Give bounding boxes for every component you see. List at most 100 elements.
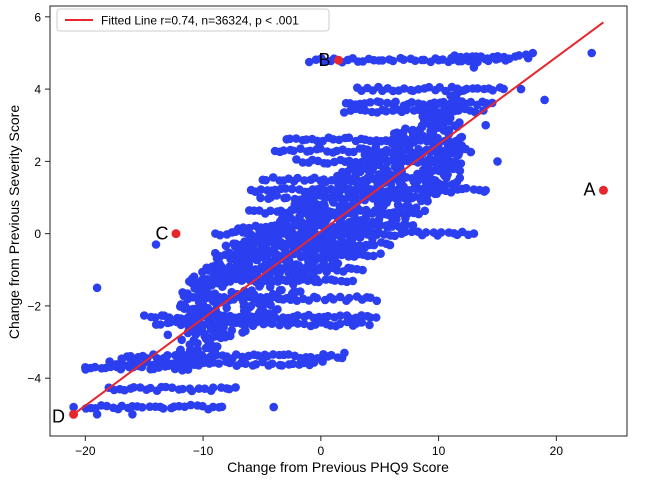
data-point — [378, 56, 387, 65]
data-point — [346, 162, 356, 171]
data-point — [92, 283, 102, 293]
data-point — [319, 199, 328, 209]
data-point — [344, 133, 354, 142]
data-point — [262, 229, 271, 238]
highlight-label-b: B — [318, 50, 330, 70]
data-point — [409, 208, 419, 218]
data-point — [364, 184, 373, 194]
data-point — [405, 186, 414, 195]
data-point — [288, 280, 298, 289]
data-point — [434, 55, 443, 65]
data-point — [274, 294, 283, 304]
data-point — [273, 265, 283, 275]
data-point — [291, 219, 300, 229]
data-point — [221, 241, 231, 251]
data-point — [447, 141, 456, 151]
data-point — [349, 189, 359, 199]
data-point — [327, 350, 336, 360]
data-point — [303, 198, 312, 208]
data-point — [226, 331, 235, 341]
data-point — [442, 100, 452, 110]
data-point — [432, 99, 442, 109]
data-point — [289, 146, 298, 156]
data-point — [238, 251, 248, 261]
data-point — [193, 345, 202, 354]
data-point — [402, 105, 411, 115]
data-point — [366, 98, 375, 107]
data-point — [363, 165, 372, 174]
highlight-point-a — [598, 185, 608, 195]
data-point — [260, 253, 270, 263]
x-tick-label: 0 — [317, 444, 324, 458]
data-point — [528, 48, 538, 58]
data-point — [540, 95, 549, 105]
data-point — [213, 295, 222, 305]
data-point — [277, 285, 286, 295]
data-point — [417, 196, 426, 206]
data-point — [176, 320, 186, 330]
points-layer — [69, 48, 596, 419]
data-point — [239, 238, 249, 248]
data-point — [281, 184, 290, 193]
data-point — [349, 241, 359, 250]
data-point — [344, 293, 354, 303]
data-point — [262, 292, 272, 302]
plot-frame — [49, 5, 628, 437]
data-point — [164, 361, 173, 371]
data-point — [273, 305, 282, 314]
data-point — [394, 204, 404, 213]
data-point — [150, 313, 160, 322]
data-point — [454, 150, 463, 160]
data-point — [366, 313, 375, 322]
data-point — [323, 311, 333, 321]
data-point — [279, 146, 289, 155]
data-point — [427, 155, 437, 165]
data-point — [299, 319, 309, 329]
data-point — [466, 147, 476, 157]
data-point — [365, 320, 374, 330]
data-point — [289, 290, 298, 300]
data-point — [198, 307, 208, 317]
data-point — [344, 249, 354, 259]
data-point — [215, 230, 225, 240]
data-point — [333, 225, 343, 235]
data-point — [259, 246, 269, 256]
data-point — [300, 176, 309, 185]
data-point — [269, 402, 279, 412]
data-point — [366, 293, 375, 303]
data-point — [255, 225, 264, 235]
data-point — [278, 213, 288, 222]
data-point — [446, 188, 456, 197]
data-point — [239, 263, 249, 273]
data-point — [448, 179, 458, 189]
data-point — [319, 57, 328, 66]
data-point — [197, 278, 207, 288]
data-point — [261, 299, 271, 308]
data-point — [333, 259, 343, 268]
data-point — [400, 227, 410, 237]
data-point — [407, 98, 417, 107]
data-point — [401, 124, 410, 133]
data-point — [318, 185, 327, 195]
data-point — [293, 311, 302, 320]
data-point — [410, 56, 420, 65]
data-point — [305, 146, 315, 156]
data-point — [231, 227, 240, 236]
data-point — [445, 109, 455, 118]
data-point — [201, 343, 211, 353]
highlight-layer: A B C D — [52, 50, 608, 426]
data-point — [237, 276, 247, 285]
data-point — [263, 311, 272, 321]
data-point — [226, 249, 235, 259]
data-point — [473, 84, 482, 93]
data-point — [204, 266, 214, 275]
data-point — [249, 242, 258, 252]
data-point — [392, 159, 402, 168]
data-point — [356, 241, 365, 251]
x-tick-label: 20 — [550, 444, 564, 458]
data-point — [247, 233, 256, 242]
data-point — [322, 248, 331, 257]
highlight-label-a: A — [583, 179, 595, 199]
data-point — [156, 320, 165, 329]
data-point — [466, 97, 476, 107]
